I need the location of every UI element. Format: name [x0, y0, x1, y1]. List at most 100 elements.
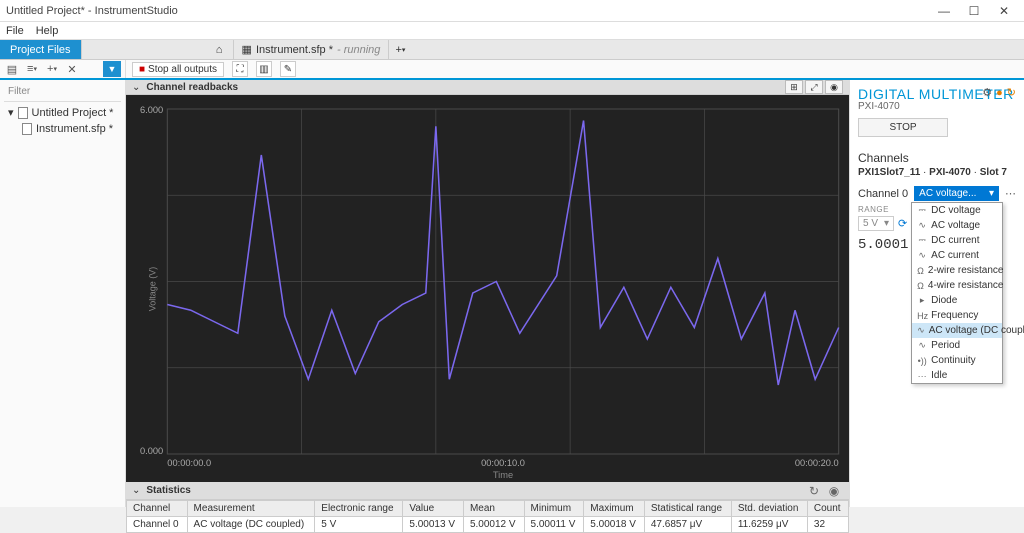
chevron-down-icon[interactable]: ⌄ [132, 82, 140, 93]
chevron-down-icon: ▾ [8, 106, 14, 119]
function-option[interactable]: ▸Diode [912, 293, 1002, 308]
chart-header: ⌄ Channel readbacks ⊞ ⤢ ◉ [126, 80, 849, 95]
stats-data-row: Channel 0AC voltage (DC coupled)5 V 5.000… [127, 517, 849, 533]
left-toolbar: ▤ ≡▾ +▾ ✕ ▼ [0, 60, 126, 78]
minimize-button[interactable]: — [930, 2, 958, 20]
filter-row[interactable]: Filter [4, 84, 121, 99]
stats-table: ChannelMeasurementElectronic rangeValueM… [126, 500, 849, 533]
function-option[interactable]: ···Idle [912, 368, 1002, 383]
stats-header: ⌄ Statistics ↻ ◉ [126, 482, 849, 500]
stats-cell: 47.6857 μV [644, 517, 731, 533]
svg-text:00:00:00.0: 00:00:00.0 [167, 458, 211, 468]
filter-icon[interactable]: ▼ [103, 61, 121, 77]
layout-icon[interactable]: ▥ [256, 61, 272, 77]
edit-icon[interactable]: ✎ [280, 61, 296, 77]
maximize-button[interactable]: ☐ [960, 2, 988, 20]
add-icon[interactable]: +▾ [44, 61, 60, 77]
chart-tool-2[interactable]: ⤢ [805, 80, 823, 94]
doc-icon: ▦ [242, 43, 252, 56]
function-option[interactable]: ∿AC voltage (DC coupled) [912, 323, 1002, 338]
stats-cell: 5.00018 V [584, 517, 645, 533]
stats-cell: AC voltage (DC coupled) [187, 517, 315, 533]
stats-title: Statistics [146, 485, 805, 496]
stop-all-outputs-button[interactable]: ■Stop all outputs [132, 62, 224, 77]
refresh-icon[interactable]: ↻ [1007, 86, 1016, 99]
more-icon[interactable]: ⋯ [1005, 187, 1016, 200]
stats-col: Value [403, 501, 464, 517]
close-button[interactable]: ✕ [990, 2, 1018, 20]
tree-child[interactable]: Instrument.sfp * [4, 121, 121, 137]
svg-text:6.000: 6.000 [140, 105, 163, 115]
stats-col: Minimum [524, 501, 584, 517]
add-tab-button[interactable]: +▾ [389, 40, 411, 59]
chevron-down-icon: ▾ [989, 188, 994, 199]
center-toolbar: ■Stop all outputs ⛶ ▥ ✎ [126, 60, 1024, 78]
svg-text:Time: Time [493, 470, 513, 480]
gear-icon[interactable]: ⚙ [982, 86, 992, 99]
chart-title: Channel readbacks [146, 82, 785, 93]
stats-col: Measurement [187, 501, 315, 517]
menu-help[interactable]: Help [36, 25, 59, 37]
window-title: Untitled Project* - InstrumentStudio [6, 5, 930, 17]
function-option[interactable]: Ω4-wire resistance [912, 278, 1002, 293]
device-name: PXI-4070 [858, 101, 1016, 112]
menu-bar: File Help [0, 22, 1024, 40]
function-option[interactable]: ∿AC voltage [912, 218, 1002, 233]
chart-tool-1[interactable]: ⊞ [785, 80, 803, 94]
function-option[interactable]: ⎓DC current [912, 233, 1002, 248]
window-buttons: — ☐ ✕ [930, 2, 1018, 20]
stop-button[interactable]: STOP [858, 118, 948, 137]
project-sidebar: Filter ▾ Untitled Project * Instrument.s… [0, 80, 126, 507]
document-tab[interactable]: ▦ Instrument.sfp * - running [234, 40, 390, 59]
eye-icon[interactable]: ◉ [825, 484, 843, 498]
project-icon [18, 107, 28, 119]
chevron-down-icon[interactable]: ⌄ [132, 485, 140, 496]
range-select[interactable]: 5 V▾ [858, 216, 894, 231]
screenshot-icon[interactable]: ⛶ [232, 61, 248, 77]
stats-col: Count [807, 501, 848, 517]
list-icon[interactable]: ≡▾ [24, 61, 40, 77]
auto-range-icon[interactable]: ⟳ [898, 217, 907, 230]
function-option[interactable]: HzFrequency [912, 308, 1002, 323]
statistics-panel: ⌄ Statistics ↻ ◉ ChannelMeasurementElect… [126, 482, 849, 533]
function-option[interactable]: ⎓DC voltage [912, 203, 1002, 218]
toolbar: ▤ ≡▾ +▾ ✕ ▼ ■Stop all outputs ⛶ ▥ ✎ [0, 60, 1024, 80]
stats-cell: 32 [807, 517, 848, 533]
reset-icon[interactable]: ↻ [805, 484, 823, 498]
ribbon: Project Files ⌂ ▦ Instrument.sfp * - run… [0, 40, 1024, 60]
function-option[interactable]: ∿AC current [912, 248, 1002, 263]
warning-icon[interactable]: ● [996, 87, 1003, 99]
stats-cell: 5 V [315, 517, 403, 533]
stats-col: Maximum [584, 501, 645, 517]
document-status: - running [337, 44, 380, 56]
delete-icon[interactable]: ✕ [64, 61, 80, 77]
main-area: Filter ▾ Untitled Project * Instrument.s… [0, 80, 1024, 507]
function-option[interactable]: Ω2-wire resistance [912, 263, 1002, 278]
function-dropdown[interactable]: AC voltage... ▾ ⎓DC voltage∿AC voltage⎓D… [914, 186, 999, 201]
document-tab-label: Instrument.sfp * [256, 44, 333, 56]
stats-col: Electronic range [315, 501, 403, 517]
device-breadcrumb: PXI1Slot7_11 · PXI-4070 · Slot 7 [858, 167, 1016, 178]
tree-child-label: Instrument.sfp * [36, 123, 113, 135]
center-panel: ⌄ Channel readbacks ⊞ ⤢ ◉ Voltage (V) 6.… [126, 80, 849, 507]
stats-col: Mean [463, 501, 524, 517]
tree-root[interactable]: ▾ Untitled Project * [4, 104, 121, 121]
menu-file[interactable]: File [6, 25, 24, 37]
save-icon[interactable]: ▤ [4, 61, 20, 77]
project-files-tab[interactable]: Project Files [0, 40, 82, 59]
home-icon[interactable]: ⌂ [206, 40, 234, 59]
dropdown-selected: AC voltage... [919, 188, 976, 199]
stats-cell: 5.00012 V [463, 517, 524, 533]
stats-cell: Channel 0 [127, 517, 188, 533]
function-option[interactable]: •))Continuity [912, 353, 1002, 368]
chart-tool-eye[interactable]: ◉ [825, 80, 843, 94]
chart-area: Voltage (V) 6.0000.00000:00:00.000:00:10… [126, 95, 849, 482]
instrument-panel: ⚙ ● ↻ DIGITAL MULTIMETER PXI-4070 STOP C… [849, 80, 1024, 507]
title-bar: Untitled Project* - InstrumentStudio — ☐… [0, 0, 1024, 22]
function-option[interactable]: ∿Period [912, 338, 1002, 353]
stats-col: Statistical range [644, 501, 731, 517]
chart-svg: 6.0000.00000:00:00.000:00:10.000:00:20.0… [126, 95, 849, 482]
channels-heading: Channels [858, 151, 1016, 165]
stats-col: Std. deviation [731, 501, 807, 517]
stats-header-row: ChannelMeasurementElectronic rangeValueM… [127, 501, 849, 517]
